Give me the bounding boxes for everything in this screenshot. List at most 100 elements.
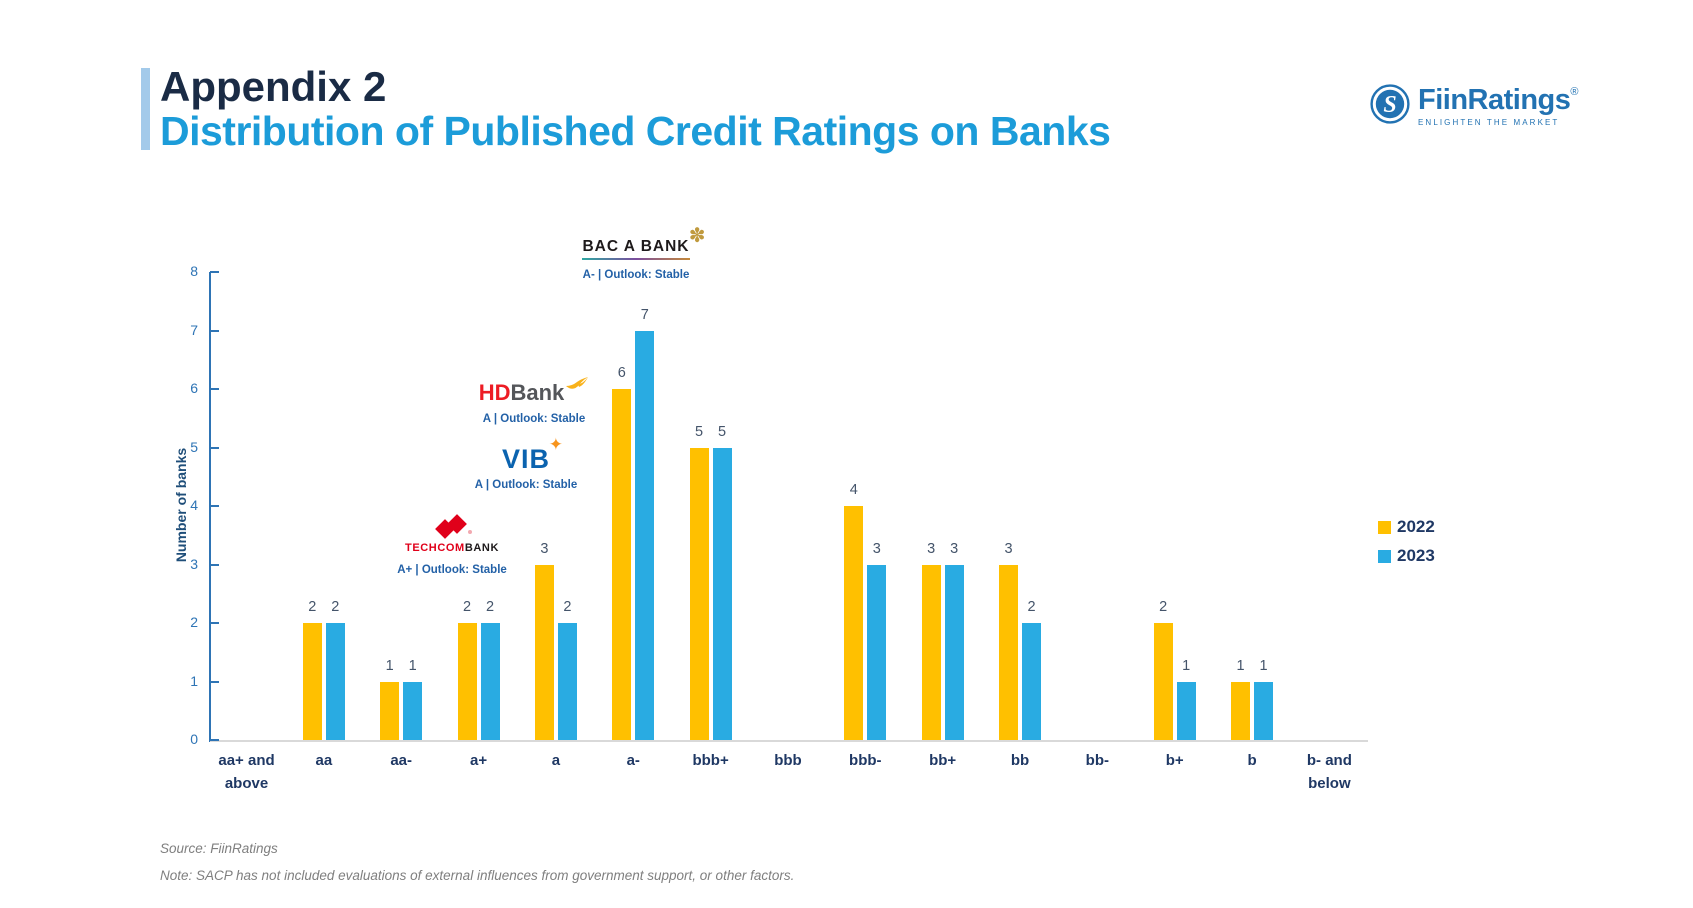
bar-value-label: 3 — [540, 540, 549, 557]
x-axis-label: bb — [1010, 752, 1030, 769]
y-tick-mark — [210, 622, 219, 624]
annotation-hdbank: HD Bank A | Outlook: Stable — [466, 377, 602, 425]
y-tick-label: 8 — [190, 263, 198, 279]
bar-value-label: 2 — [563, 599, 572, 615]
brand-text: FiinRatings® ENLIGHTEN THE MARKET — [1418, 84, 1579, 127]
bar-value-label: 2 — [331, 599, 340, 615]
bar-value-label: 3 — [927, 540, 936, 557]
bar-2023 — [1176, 681, 1196, 740]
bar-2023 — [1022, 623, 1041, 740]
bar-value-label: 2 — [308, 599, 317, 615]
bar-2022 — [844, 506, 864, 740]
y-tick-label: 0 — [190, 731, 198, 747]
x-axis-label: aa- — [390, 752, 413, 769]
y-tick-mark — [210, 329, 219, 332]
bar-2023 — [480, 623, 500, 740]
x-axis-label: aa — [315, 752, 333, 769]
y-tick-mark — [210, 505, 219, 507]
swoosh-icon — [565, 376, 589, 398]
bar-2023 — [944, 564, 964, 740]
y-tick-mark — [210, 271, 219, 273]
techcombank-diamonds-icon — [392, 514, 512, 540]
y-tick-label: 5 — [190, 438, 198, 455]
x-axis-label: bb+ — [929, 752, 957, 769]
legend-swatch-2022 — [1378, 520, 1391, 534]
bar-2022 — [302, 623, 322, 740]
svg-text:S: S — [1383, 92, 1396, 118]
legend-item-2023: 2023 — [1378, 546, 1435, 566]
annotation-vib: VIB ✦ A | Outlook: Stable — [466, 435, 586, 491]
legend-label-2023: 2023 — [1397, 546, 1435, 565]
gold-star-icon: ✽ — [688, 225, 706, 247]
bar-value-label: 1 — [1236, 657, 1245, 674]
techcombank-logo-techcom: TECHCOM — [405, 542, 465, 554]
y-tick-label: 4 — [190, 497, 198, 513]
y-tick-mark — [210, 739, 219, 741]
bar-2023 — [635, 330, 655, 740]
brand-mark-icon: S — [1370, 84, 1410, 129]
bar-2022 — [1153, 623, 1173, 740]
title-accent-bar — [141, 68, 150, 150]
legend-swatch-2023 — [1378, 549, 1391, 563]
bar-value-label: 1 — [408, 657, 417, 674]
bar-2023 — [325, 623, 345, 740]
outlook-label-hdbank: A | Outlook: Stable — [482, 413, 586, 425]
x-axis-label: b+ — [1165, 752, 1184, 769]
x-axis-label: aa+ and above — [218, 752, 275, 792]
bar-2023 — [867, 564, 887, 740]
y-tick-label: 3 — [190, 555, 198, 572]
bar-value-label: 1 — [385, 657, 394, 674]
vib-logo: VIB ✦ — [501, 435, 563, 475]
y-tick-label: 6 — [190, 380, 198, 396]
techcombank-logo-text: TECHCOMBANK — [392, 542, 512, 554]
y-tick-label: 7 — [190, 321, 198, 338]
x-axis-label: b- and below — [1306, 752, 1352, 792]
vib-logo-text: VIB — [501, 444, 550, 474]
hdbank-logo: HD Bank — [478, 377, 590, 406]
legend-item-2022: 2022 — [1378, 517, 1435, 537]
x-axis-label: a- — [626, 752, 640, 769]
bar-value-label: 2 — [486, 599, 495, 615]
hdbank-logo-bank: Bank — [510, 380, 565, 405]
bar-value-label: 7 — [640, 306, 649, 323]
bar-2022 — [612, 389, 632, 740]
bar-value-label: 3 — [1004, 540, 1013, 557]
bar-value-label: 6 — [617, 365, 626, 381]
brand-logo: S FiinRatings® ENLIGHTEN THE MARKET — [1370, 84, 1670, 134]
x-axis-label: bbb+ — [692, 752, 729, 769]
x-axis-label: a — [551, 752, 561, 769]
legend: 2022 2023 — [1378, 517, 1435, 575]
bar-2022 — [534, 564, 554, 740]
techcombank-logo-bank: BANK — [464, 542, 499, 554]
y-axis-line — [209, 272, 211, 742]
bar-value-label: 2 — [1159, 599, 1168, 615]
y-tick-mark — [210, 388, 219, 390]
legend-label-2022: 2022 — [1397, 517, 1435, 536]
footnote: Note: SACP has not included evaluations … — [160, 868, 795, 883]
outlook-label-bacabank: A- | Outlook: Stable — [582, 269, 690, 281]
bacabank-logo: BAC A BANK ✽ — [576, 225, 706, 260]
x-axis-label: a+ — [469, 752, 488, 769]
bar-value-label: 5 — [718, 423, 727, 440]
outlook-label-vib: A | Outlook: Stable — [474, 479, 578, 491]
x-axis-label: bb- — [1085, 752, 1109, 769]
bar-2022 — [1231, 681, 1251, 740]
bar-2023 — [557, 623, 577, 740]
bar-2023 — [712, 447, 732, 740]
bar-value-label: 3 — [872, 540, 881, 557]
bar-2022 — [999, 564, 1018, 740]
page-title: Appendix 2 — [160, 63, 387, 110]
bacabank-underline — [582, 258, 690, 260]
bar-value-label: 3 — [950, 540, 959, 557]
bar-2023 — [1254, 681, 1274, 740]
bar-2023 — [403, 681, 423, 740]
x-axis-line — [210, 740, 1368, 742]
brand-tagline: ENLIGHTEN THE MARKET — [1418, 118, 1560, 127]
hdbank-logo-hd: HD — [478, 380, 511, 405]
bar-value-label: 2 — [1027, 599, 1036, 615]
y-tick-label: 2 — [190, 614, 198, 630]
y-tick-mark — [210, 680, 219, 683]
bar-value-label: 1 — [1259, 657, 1268, 674]
source-note: Source: FiinRatings — [160, 841, 278, 856]
